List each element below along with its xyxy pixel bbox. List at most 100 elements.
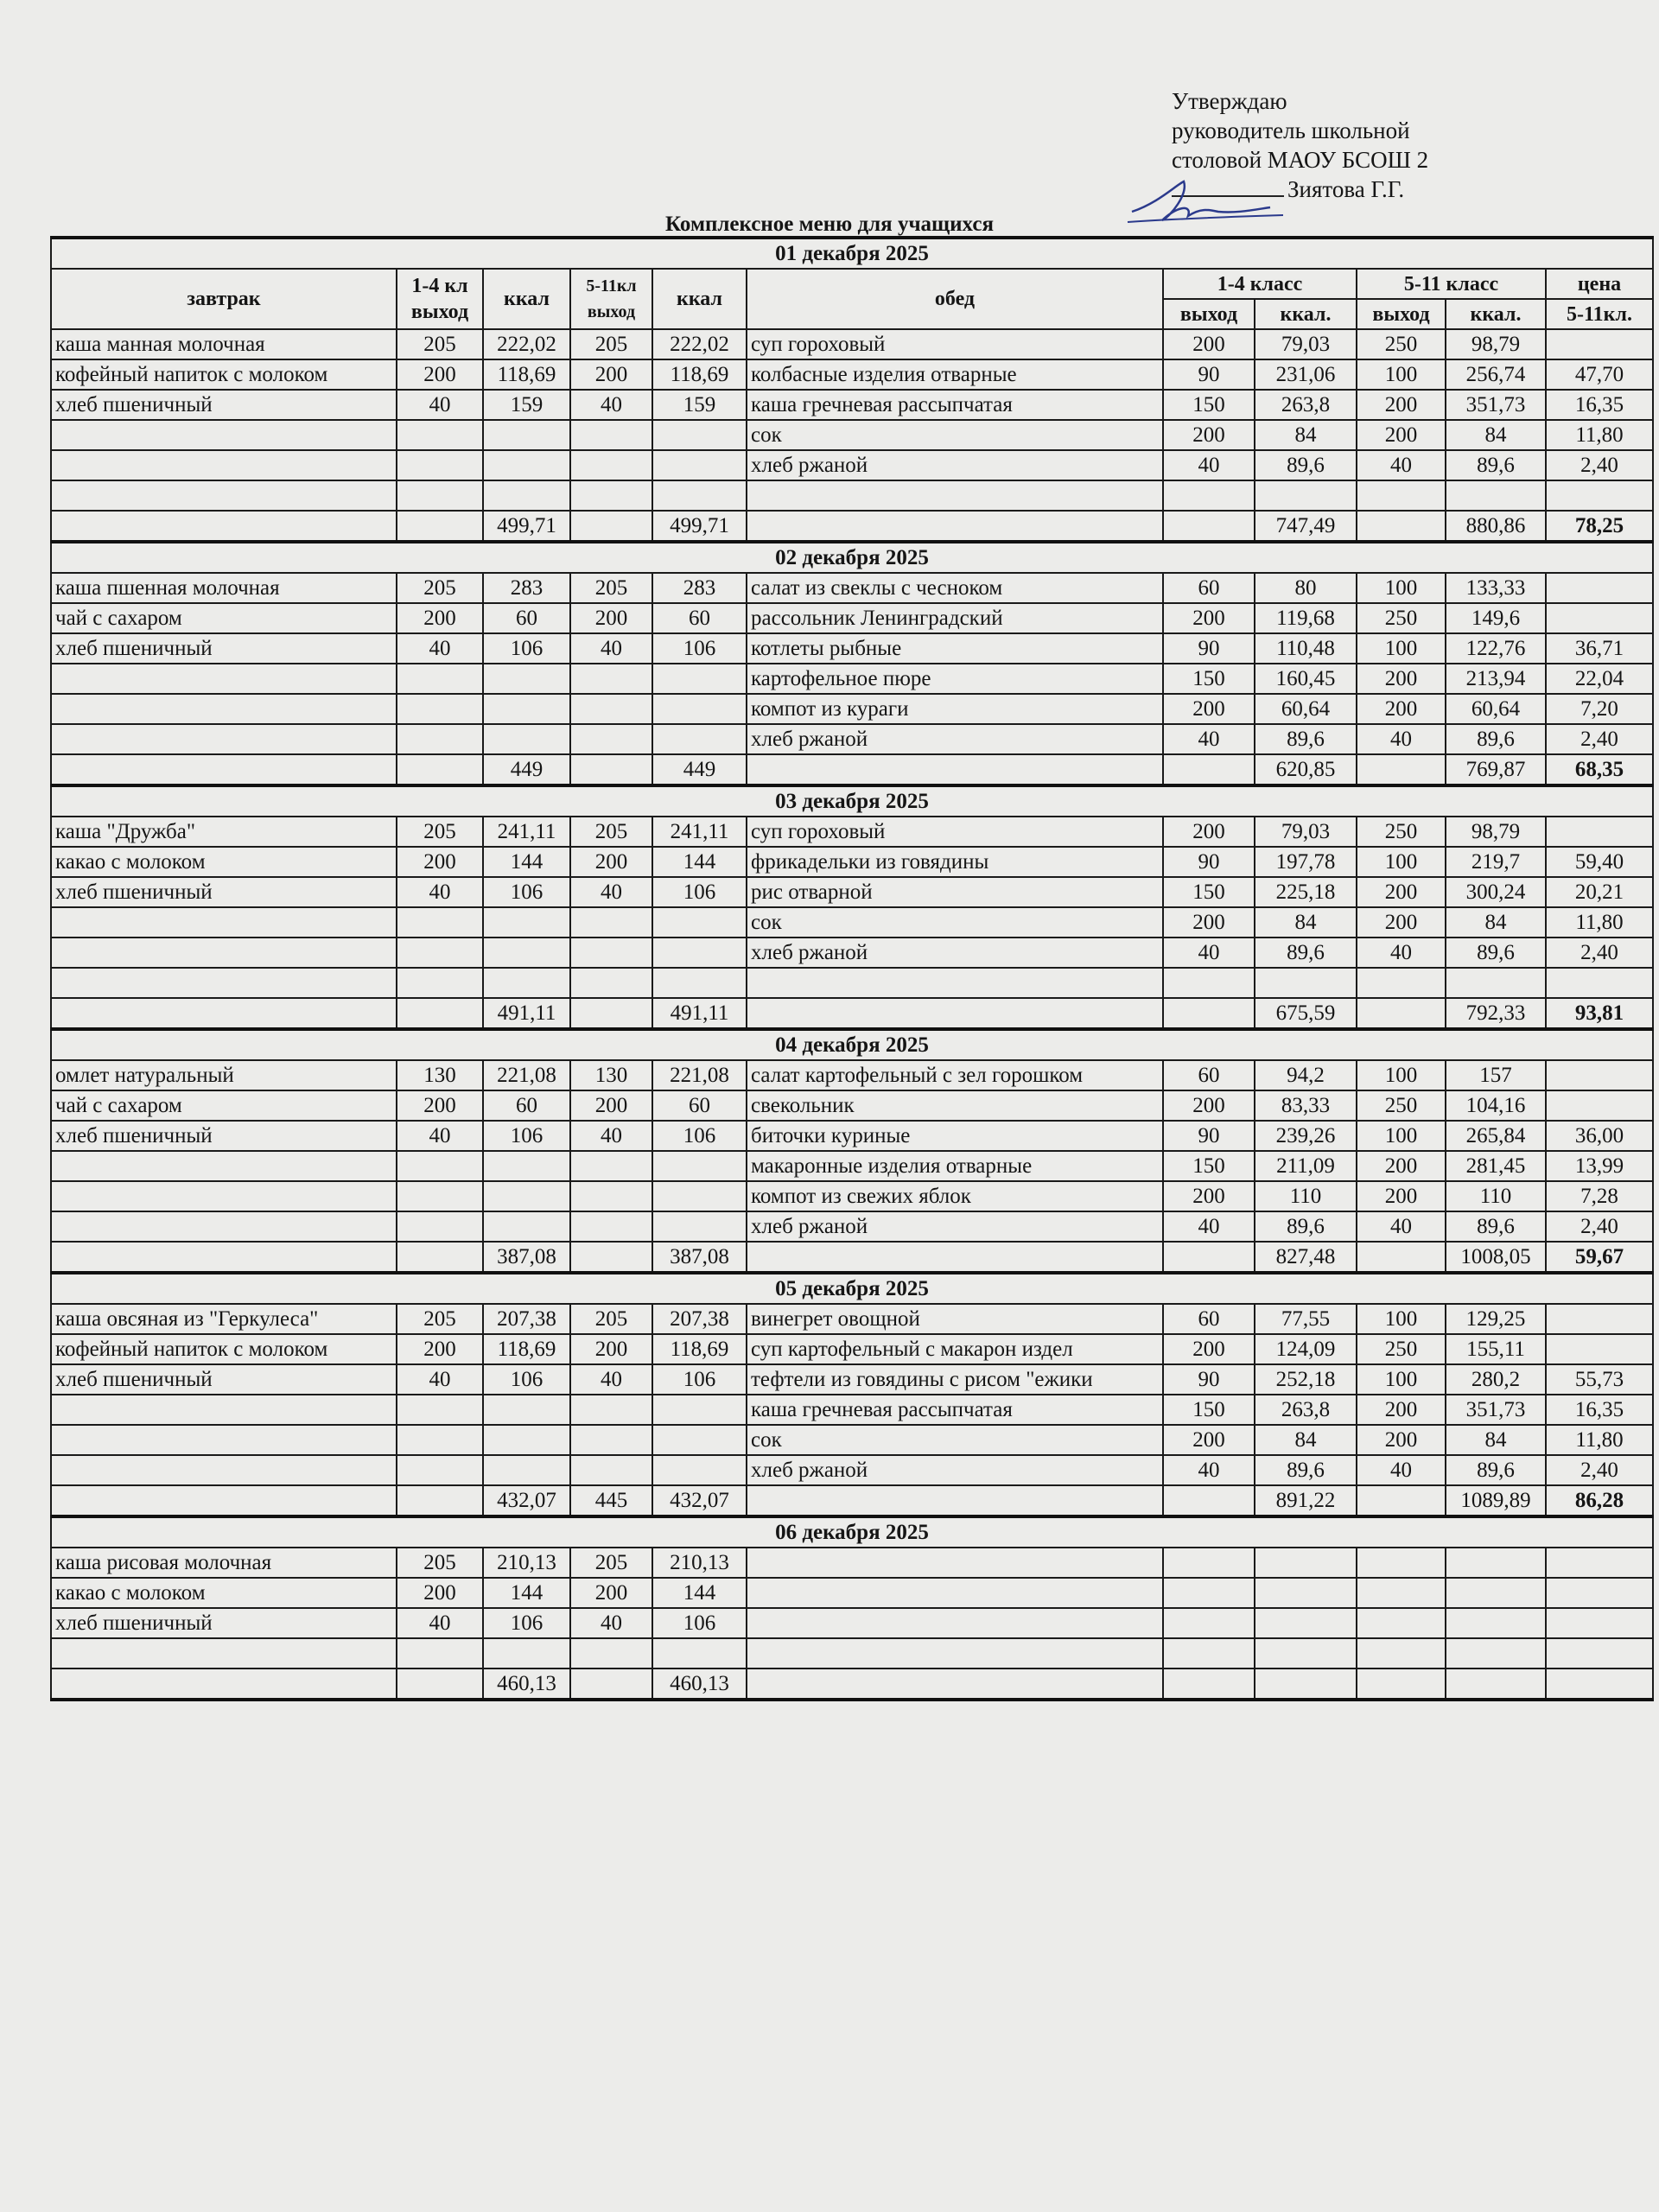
breakfast-dish [50, 693, 397, 725]
breakfast-dish [50, 1211, 397, 1243]
lunch-price [1544, 1059, 1655, 1091]
breakfast-dish [50, 480, 397, 512]
total-row: 449 449 620,85 769,87 68,35 [50, 753, 1655, 787]
breakfast-kcal511: 60 [652, 1090, 747, 1122]
lunch-out511: 200 [1356, 906, 1446, 938]
lunch-out14: 150 [1162, 876, 1255, 908]
breakfast-out14 [396, 1180, 484, 1212]
breakfast-out14 [396, 937, 484, 969]
breakfast-out511: 200 [569, 359, 653, 391]
approval-block: Утверждаю руководитель школьной столовой… [1172, 86, 1428, 204]
breakfast-out14: 40 [396, 876, 484, 908]
breakfast-out14: 40 [396, 1120, 484, 1152]
breakfast-out14 [396, 663, 484, 695]
breakfast-out511: 40 [569, 876, 653, 908]
lunch-kcal14: 211,09 [1254, 1150, 1357, 1182]
lunch-kcal511: 280,2 [1445, 1363, 1547, 1395]
breakfast-total-kcal-5-11: 449 [652, 753, 747, 787]
total-blank [396, 510, 484, 543]
menu-row: каша рисовая молочная 205 210,13 205 210,13 [50, 1547, 1655, 1579]
breakfast-out511: 130 [569, 1059, 653, 1091]
breakfast-kcal511: 106 [652, 632, 747, 664]
breakfast-kcal511 [652, 1394, 747, 1426]
total-blank [396, 1484, 484, 1518]
breakfast-kcal14: 144 [482, 846, 571, 878]
lunch-kcal14: 79,03 [1254, 328, 1357, 360]
lunch-out14: 200 [1162, 1090, 1255, 1122]
approver-name: Зиятова Г.Г. [1287, 176, 1405, 202]
lunch-out14: 60 [1162, 1059, 1255, 1091]
lunch-total-kcal-1-4: 675,59 [1254, 997, 1357, 1031]
total-blank [1356, 997, 1446, 1031]
breakfast-kcal14: 144 [482, 1577, 571, 1609]
header-kcal: ккал. [1445, 298, 1547, 330]
breakfast-total-out-5-11 [569, 753, 653, 787]
breakfast-total-kcal-1-4: 449 [482, 753, 571, 787]
breakfast-kcal511 [652, 1150, 747, 1182]
breakfast-out511 [569, 693, 653, 725]
menu-row: какао с молоком 200 144 200 144 [50, 1577, 1655, 1609]
lunch-out511: 200 [1356, 1424, 1446, 1456]
lunch-total-price: 86,28 [1544, 1484, 1655, 1518]
lunch-out14: 90 [1162, 1363, 1255, 1395]
breakfast-total-out-5-11 [569, 1241, 653, 1274]
lunch-out14: 150 [1162, 389, 1255, 421]
breakfast-kcal511 [652, 1211, 747, 1243]
breakfast-out14 [396, 1150, 484, 1182]
total-blank [1356, 510, 1446, 543]
header-row: выход ккал. выход ккал. 5-11кл. [51, 298, 1655, 330]
lunch-out14: 40 [1162, 723, 1255, 755]
breakfast-out14 [396, 723, 484, 755]
breakfast-dish: хлеб пшеничный [50, 1363, 397, 1395]
header-kcal-1-4: ккал [482, 268, 571, 330]
breakfast-kcal511: 60 [652, 602, 747, 634]
lunch-out511: 40 [1356, 1211, 1446, 1243]
date-row: 03 декабря 2025 [49, 784, 1655, 817]
breakfast-kcal14 [482, 693, 571, 725]
menu-row: хлеб пшеничный 40 159 40 159 каша гречневая р… [50, 389, 1655, 421]
breakfast-dish: хлеб пшеничный [50, 1607, 397, 1639]
breakfast-out511 [569, 449, 653, 481]
lunch-kcal14: 124,09 [1254, 1333, 1357, 1365]
lunch-out511: 250 [1356, 328, 1446, 360]
handwritten-signature [1127, 180, 1284, 223]
lunch-kcal14 [1254, 480, 1357, 512]
lunch-kcal14: 110 [1254, 1180, 1357, 1212]
header-out-5-11: 5-11кл выход [569, 268, 653, 330]
lunch-dish: колбасные изделия отварные [746, 359, 1164, 391]
breakfast-out14: 40 [396, 1363, 484, 1395]
breakfast-out14: 40 [396, 389, 484, 421]
lunch-kcal14: 83,33 [1254, 1090, 1357, 1122]
menu-row: чай с сахаром 200 60 200 60 рассольник Ленинг… [50, 602, 1655, 634]
lunch-out511: 40 [1356, 723, 1446, 755]
header-text: 5-11кл [586, 276, 637, 296]
lunch-out14: 40 [1162, 449, 1255, 481]
lunch-dish: салат картофельный с зел горошком [746, 1059, 1164, 1091]
breakfast-out511 [569, 1394, 653, 1426]
breakfast-out14: 205 [396, 572, 484, 604]
lunch-total-kcal-1-4: 827,48 [1254, 1241, 1357, 1274]
lunch-kcal14 [1254, 1547, 1357, 1579]
breakfast-kcal14: 118,69 [482, 359, 571, 391]
breakfast-out511: 205 [569, 816, 653, 848]
lunch-kcal14: 79,03 [1254, 816, 1357, 848]
lunch-kcal511 [1445, 1577, 1547, 1609]
breakfast-kcal14 [482, 1637, 571, 1669]
lunch-kcal511: 351,73 [1445, 1394, 1547, 1426]
breakfast-kcal511: 283 [652, 572, 747, 604]
lunch-kcal14: 160,45 [1254, 663, 1357, 695]
lunch-dish: компот из свежих яблок [746, 1180, 1164, 1212]
lunch-out511: 200 [1356, 693, 1446, 725]
lunch-price [1544, 816, 1655, 848]
breakfast-out511 [569, 663, 653, 695]
total-blank [1162, 510, 1255, 543]
breakfast-out14 [396, 449, 484, 481]
breakfast-out511: 40 [569, 1120, 653, 1152]
lunch-dish: сок [746, 1424, 1164, 1456]
total-blank [1356, 1241, 1446, 1274]
breakfast-kcal14 [482, 723, 571, 755]
breakfast-out511 [569, 1211, 653, 1243]
lunch-kcal14: 263,8 [1254, 1394, 1357, 1426]
breakfast-kcal14: 159 [482, 389, 571, 421]
date-row: 01 декабря 2025 [49, 236, 1655, 270]
